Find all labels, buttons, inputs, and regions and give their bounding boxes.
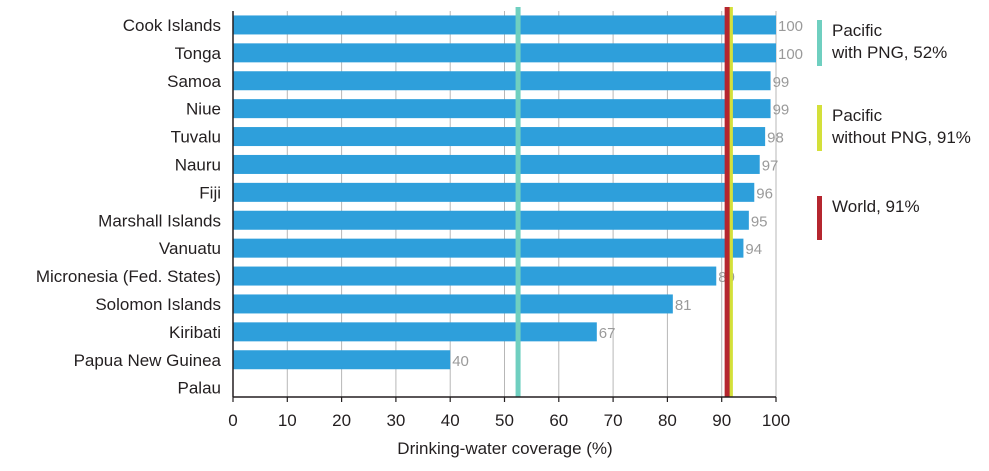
reference-line bbox=[515, 7, 521, 397]
x-tick-label: 90 bbox=[712, 411, 731, 430]
value-label: 94 bbox=[745, 241, 762, 258]
legend-swatch bbox=[817, 196, 822, 240]
legend-label-line: with PNG, 52% bbox=[832, 43, 948, 62]
x-tick-label: 60 bbox=[549, 411, 568, 430]
bar bbox=[233, 43, 776, 63]
x-tick-label: 100 bbox=[762, 411, 790, 430]
x-tick-label: 20 bbox=[332, 411, 351, 430]
bar bbox=[233, 99, 771, 119]
legend-label: World, 91% bbox=[832, 196, 920, 218]
value-label: 100 bbox=[778, 46, 803, 63]
category-label: Cook Islands bbox=[123, 16, 221, 35]
category-label: Palau bbox=[178, 379, 221, 398]
category-label: Samoa bbox=[167, 72, 221, 91]
category-label: Papua New Guinea bbox=[74, 351, 222, 370]
category-label: Tuvalu bbox=[171, 128, 221, 147]
bar bbox=[233, 127, 766, 147]
bar bbox=[233, 294, 673, 314]
value-label: 96 bbox=[756, 185, 773, 202]
x-axis-title: Drinking-water coverage (%) bbox=[397, 439, 612, 458]
value-label: 81 bbox=[675, 297, 692, 314]
bar bbox=[233, 266, 717, 286]
x-tick-label: 50 bbox=[495, 411, 514, 430]
category-label: Fiji bbox=[199, 183, 221, 202]
reference-line bbox=[727, 7, 733, 397]
x-tick-label: 40 bbox=[441, 411, 460, 430]
legend-label-line: without PNG, 91% bbox=[832, 128, 971, 147]
bar bbox=[233, 322, 597, 342]
bar bbox=[233, 210, 749, 230]
legend-label: Pacific without PNG, 91% bbox=[832, 105, 971, 149]
bar bbox=[233, 350, 451, 370]
value-label: 99 bbox=[773, 74, 790, 91]
category-label: Solomon Islands bbox=[95, 295, 221, 314]
legend-label: Pacific with PNG, 52% bbox=[832, 20, 947, 64]
value-label: 95 bbox=[751, 213, 768, 230]
legend-label-line: Pacific bbox=[832, 106, 883, 125]
x-tick-label: 70 bbox=[604, 411, 623, 430]
category-label: Micronesia (Fed. States) bbox=[36, 267, 221, 286]
x-tick-label: 80 bbox=[658, 411, 677, 430]
category-labels: Cook Islands Tonga Samoa Niue Tuvalu Nauru Fij… bbox=[36, 16, 222, 398]
category-label: Kiribati bbox=[169, 323, 221, 342]
x-tick-labels: 0 10 20 30 40 50 60 70 80 90 100 bbox=[228, 397, 790, 430]
legend-label-line: World, 91% bbox=[832, 197, 920, 216]
category-label: Vanuatu bbox=[159, 239, 221, 258]
value-label: 99 bbox=[773, 102, 790, 119]
category-label: Tonga bbox=[175, 44, 222, 63]
x-tick-label: 30 bbox=[386, 411, 405, 430]
legend-swatch bbox=[817, 20, 822, 66]
value-label: 97 bbox=[762, 157, 779, 174]
legend-label-line: Pacific bbox=[832, 21, 883, 40]
category-label: Marshall Islands bbox=[98, 211, 221, 230]
bar bbox=[233, 15, 776, 35]
legend-swatch bbox=[817, 105, 822, 151]
category-label: Nauru bbox=[175, 155, 221, 174]
value-label: 98 bbox=[767, 130, 784, 147]
bar bbox=[233, 182, 755, 202]
reference-line bbox=[724, 7, 730, 397]
value-label: 67 bbox=[599, 325, 616, 342]
bar bbox=[233, 71, 771, 91]
x-tick-label: 0 bbox=[228, 411, 237, 430]
bar bbox=[233, 238, 744, 258]
bars bbox=[233, 15, 776, 370]
reference-lines bbox=[515, 7, 733, 397]
x-tick-label: 10 bbox=[278, 411, 297, 430]
value-label: 40 bbox=[452, 353, 469, 370]
category-label: Niue bbox=[186, 100, 221, 119]
value-label: 100 bbox=[778, 18, 803, 35]
bar bbox=[233, 154, 760, 174]
